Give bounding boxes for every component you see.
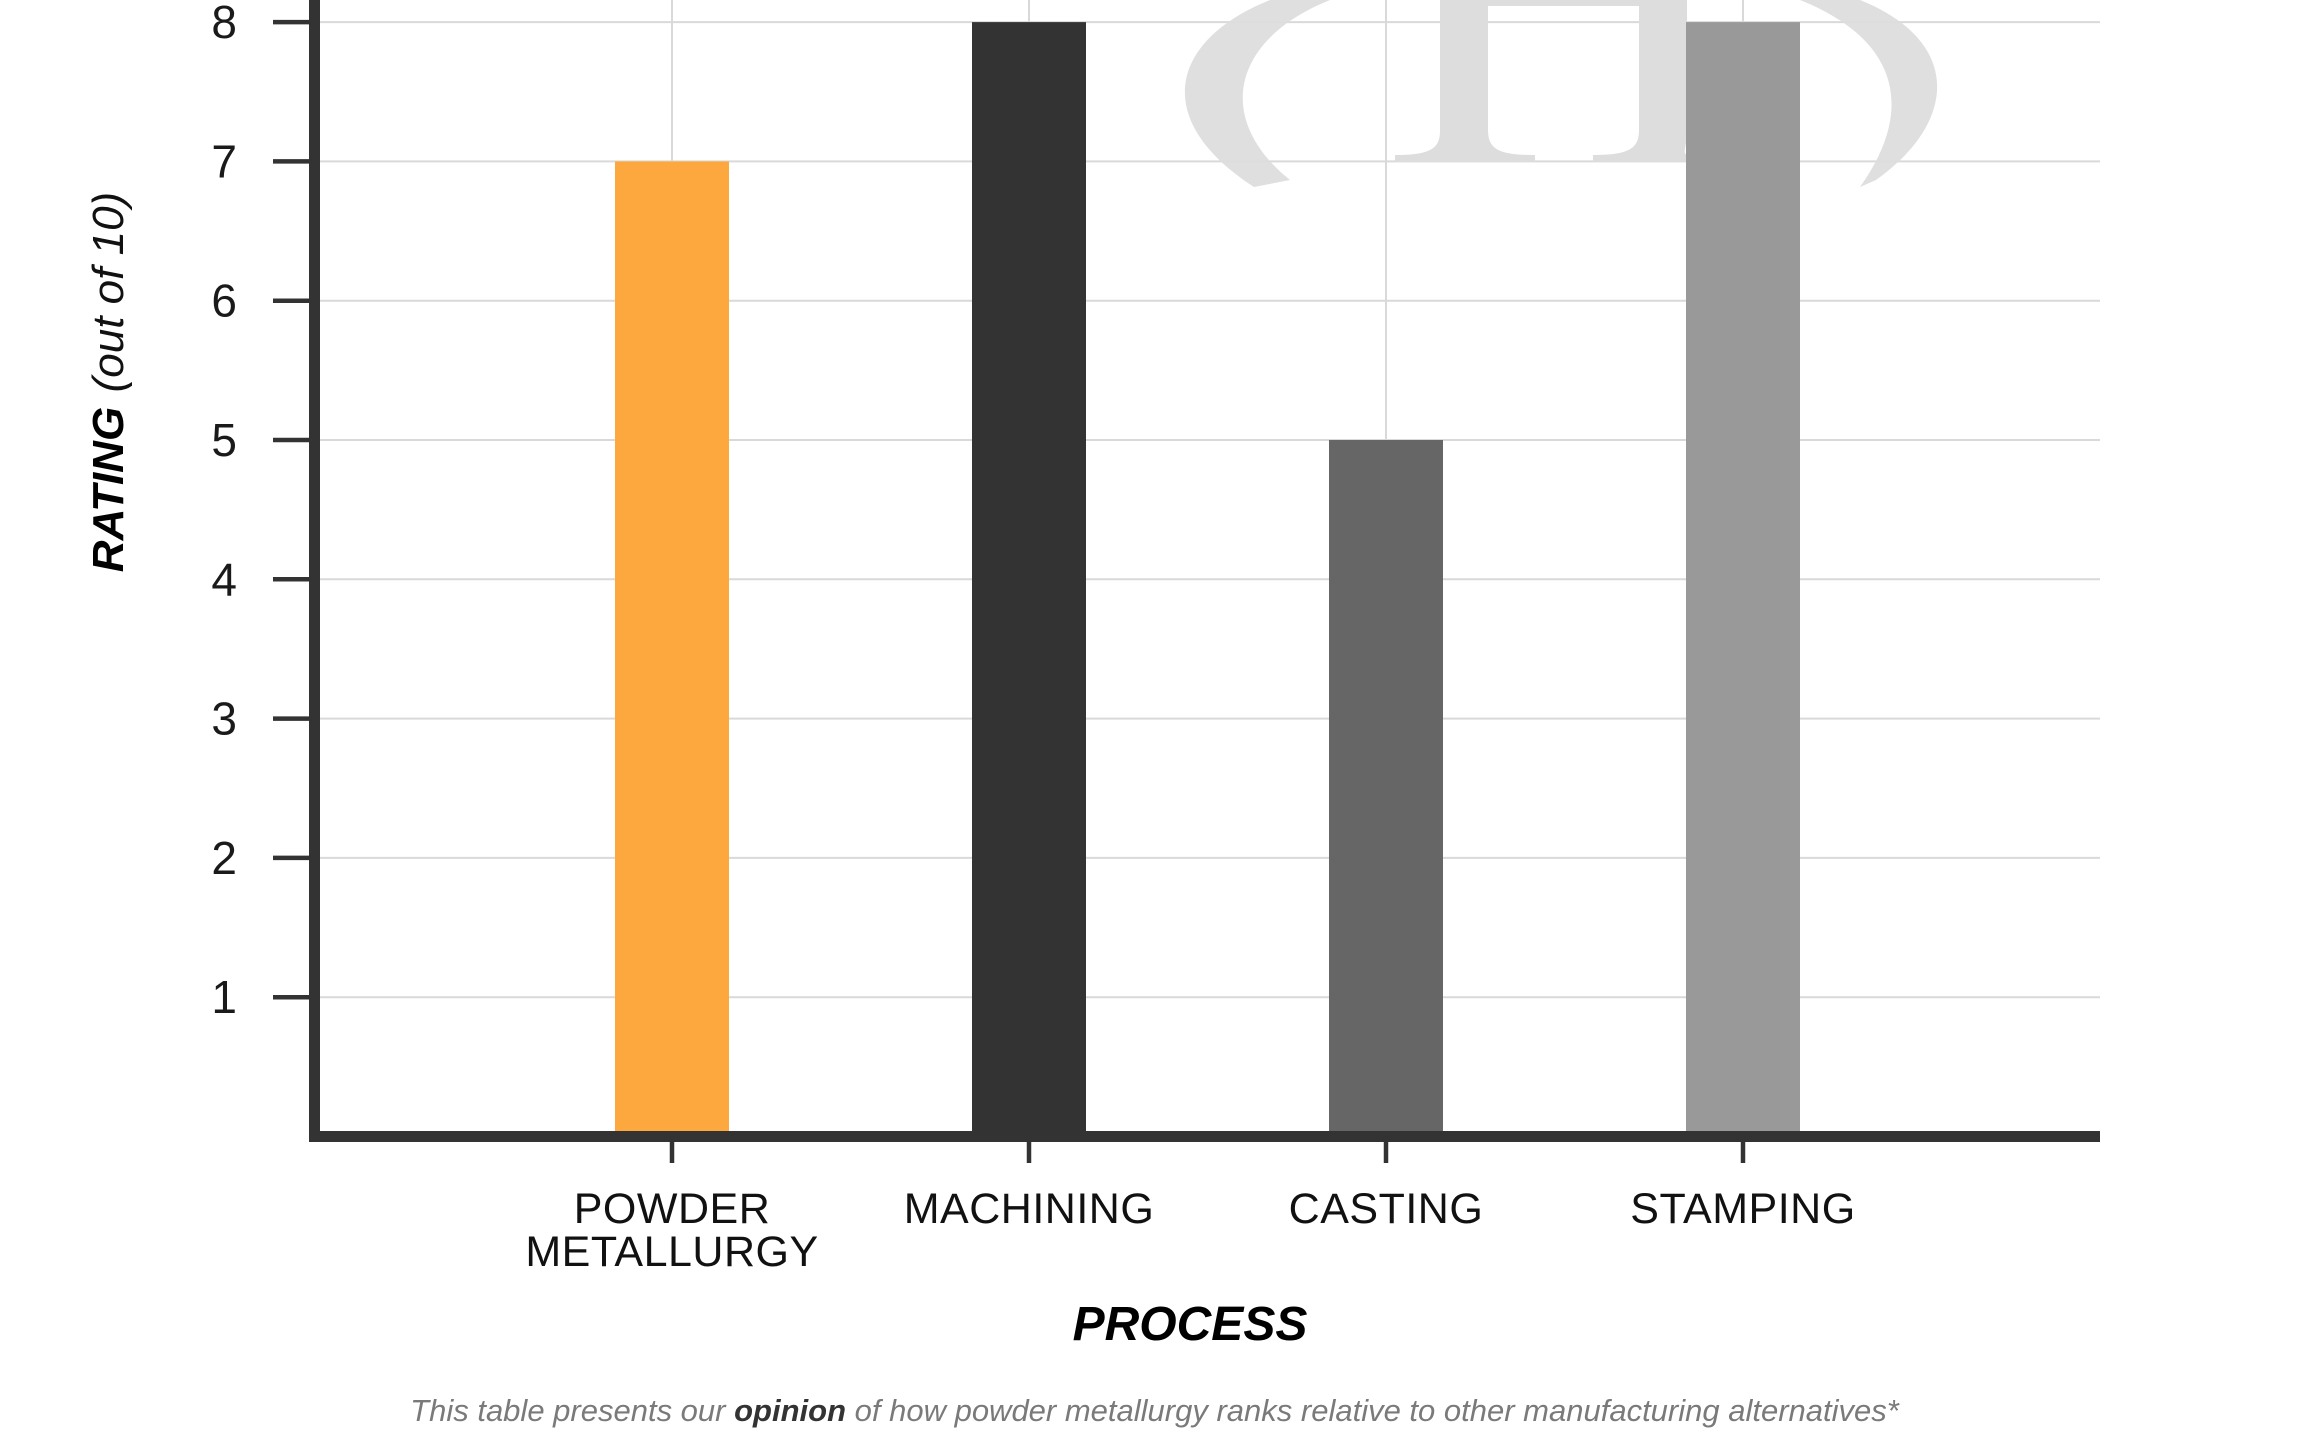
y-tick-label: 6	[211, 275, 237, 327]
watermark-logo-icon	[1184, 0, 1938, 187]
footnote: This table presents our opinion of how p…	[0, 1393, 2309, 1429]
x-tick-label: STAMPING	[1630, 1185, 1855, 1233]
x-tick-label: POWDER	[574, 1185, 771, 1233]
axes	[309, 0, 2100, 1142]
y-axis-ticks: 1 2 3 4 5 6 7 8	[211, 0, 312, 1023]
bar-stamping	[1686, 22, 1800, 1132]
y-tick-label: 1	[211, 971, 237, 1023]
y-tick-label: 7	[211, 135, 237, 187]
x-tick-label: METALLURGY	[525, 1228, 818, 1276]
y-tick-label: 3	[211, 693, 237, 745]
bars	[615, 22, 1800, 1132]
x-tick-label: CASTING	[1289, 1185, 1484, 1233]
bar-powder-metallurgy	[615, 161, 729, 1132]
y-tick-label: 5	[211, 414, 237, 466]
footnote-after: of how powder metallurgy ranks relative …	[846, 1393, 1899, 1428]
y-tick-label: 8	[211, 0, 237, 48]
x-tick-label: MACHINING	[904, 1185, 1155, 1233]
y-axis-line	[309, 0, 320, 1142]
footnote-before: This table presents our	[410, 1393, 735, 1428]
bar-casting	[1329, 440, 1443, 1132]
y-axis-title-main: RATING	[84, 407, 133, 572]
bar-machining	[972, 22, 1086, 1132]
y-axis-title: RATING (out of 10)	[84, 192, 133, 572]
x-axis-title: PROCESS	[1073, 1298, 1308, 1351]
y-tick-label: 2	[211, 832, 237, 884]
x-axis-line	[309, 1131, 2100, 1142]
y-axis-title-sub: (out of 10)	[84, 192, 133, 393]
y-tick-label: 4	[211, 553, 237, 605]
footnote-emphasis: opinion	[734, 1393, 847, 1428]
gridlines	[320, 0, 2100, 1131]
